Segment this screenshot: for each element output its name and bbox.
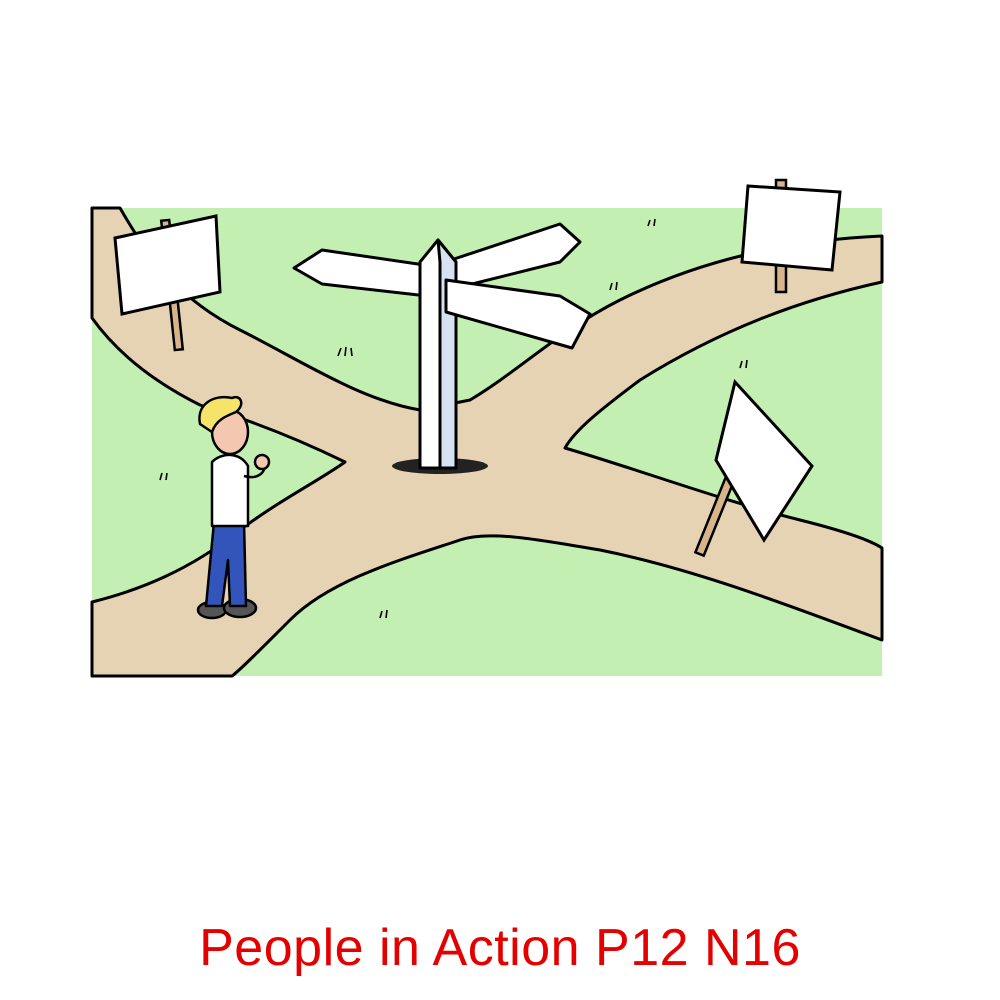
fingerpost-icon xyxy=(292,222,592,474)
caption-text: People in Action P12 N16 xyxy=(199,919,801,977)
blank-sign-right-tilted xyxy=(693,378,814,558)
person-hand xyxy=(253,453,271,471)
sign-board-top-right xyxy=(740,184,842,272)
person-shirt xyxy=(210,453,250,528)
person-jeans xyxy=(204,520,248,608)
grass-tufts xyxy=(159,218,748,619)
sign-board-right xyxy=(714,378,814,543)
blank-sign-left xyxy=(113,214,222,352)
signpost-pole-shade xyxy=(436,238,458,470)
signpost-arm-front-right xyxy=(444,278,592,350)
blank-sign-top-right xyxy=(740,178,842,294)
thinking-man-icon xyxy=(196,395,271,620)
person-hair xyxy=(198,395,243,434)
sign-board-left xyxy=(113,214,222,316)
